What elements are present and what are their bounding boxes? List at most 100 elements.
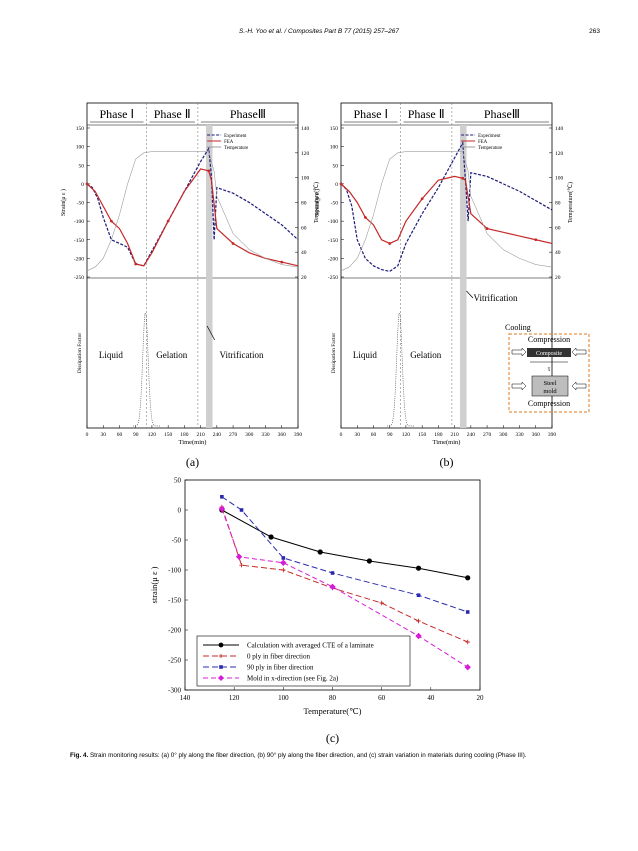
caption-text: Strain monitoring results: (a) 0° ply al… — [88, 752, 527, 759]
legend-entry: Experiment — [224, 134, 247, 139]
legend-marker — [219, 654, 223, 658]
label-vitrification: Vitrification — [220, 350, 264, 360]
marker-square — [239, 508, 244, 512]
fea-marker — [134, 262, 138, 266]
y2-tick-label: 60 — [301, 225, 307, 231]
marker-square — [220, 495, 224, 499]
y2-tick-label: 140 — [301, 126, 310, 132]
inset-cooling: Cooling — [505, 323, 531, 332]
series-experiment — [340, 140, 553, 273]
legend-entry: FEA — [224, 140, 234, 145]
x-tick-label: 0 — [86, 432, 89, 438]
inset-arrow-left — [511, 347, 527, 357]
series-temperature — [86, 151, 299, 272]
x-tick-label: 150 — [164, 432, 173, 438]
x-tick-label: 180 — [180, 432, 189, 438]
marker-diamond — [329, 583, 336, 590]
y2-tick-label: 40 — [555, 250, 561, 256]
legend-entry: Temperature — [478, 146, 502, 151]
y2-tick-label: 60 — [555, 225, 561, 231]
panel-label: (b) — [440, 455, 454, 469]
x-tick-label: 60 — [371, 432, 377, 438]
y-tick-label: -100 — [168, 567, 181, 575]
x-tick-label: 30 — [100, 432, 106, 438]
vitrification-arrow — [466, 290, 474, 299]
marker-diamond — [280, 559, 287, 566]
marker-plus — [416, 618, 421, 624]
phase-label: Phase Ⅱ — [154, 107, 191, 121]
x-tick-label: 240 — [467, 432, 476, 438]
y-tick-label: -250 — [328, 275, 338, 281]
fea-marker — [231, 242, 235, 245]
caption-lead: Fig. 4. — [70, 752, 89, 759]
vitrification-arrow — [206, 325, 215, 341]
legend-entry: Calculation with averaged CTE of a lamin… — [247, 642, 374, 650]
marker-diamond — [464, 664, 471, 671]
marker-plus — [465, 639, 470, 645]
x-tick-label: 90 — [133, 432, 139, 438]
x-tick-label: 300 — [245, 432, 254, 438]
marker-square — [416, 593, 421, 597]
marker-circle — [415, 565, 422, 571]
figure-caption: Fig. 4. Strain monitoring results: (a) 0… — [70, 752, 590, 759]
series-line — [221, 506, 468, 643]
y-tick-label: 50 — [79, 163, 85, 169]
y-tick-label: -200 — [168, 627, 181, 635]
y2-tick-label: 120 — [301, 151, 310, 157]
y-tick-label: 50 — [333, 163, 339, 169]
y2-tick-label: 80 — [555, 201, 561, 207]
y-tick-label: 0 — [335, 182, 338, 188]
series-line — [221, 509, 468, 579]
panel-b: Phase Ⅰ Phase Ⅱ PhaseⅢ 150 100 50 0 -50 -100 -150… — [314, 102, 590, 469]
phase-label: PhaseⅢ — [484, 107, 520, 121]
inset-composite-label: Composite — [536, 351, 562, 357]
y-tick-label: -150 — [328, 238, 338, 244]
panel-label: (a) — [186, 455, 199, 469]
series-fea — [340, 175, 553, 245]
y-tick-label: 50 — [174, 477, 182, 485]
fea-marker — [363, 216, 367, 219]
legend-marker — [218, 675, 224, 681]
inset-arrow-left2 — [511, 381, 527, 391]
marker-square — [330, 571, 335, 575]
inset-arrow-right2 — [571, 381, 587, 391]
y-tick-label: -250 — [168, 657, 181, 665]
x-tick-label: 30 — [354, 432, 360, 438]
marker-circle — [317, 549, 323, 555]
legend-entry: Temperature — [224, 146, 248, 151]
phase-label: Phase Ⅰ — [353, 107, 388, 121]
x-tick-label: 270 — [483, 432, 492, 438]
x-tick-label: 300 — [499, 432, 508, 438]
x-tick-label: 60 — [378, 694, 386, 702]
y-tick-label: -150 — [74, 238, 84, 244]
x-tick-label: 100 — [278, 694, 289, 702]
y2-tick-label: 140 — [555, 126, 564, 132]
y-axis-label: Strain(μ ε ) — [314, 189, 321, 216]
x-tick-label: 60 — [117, 432, 123, 438]
y2-tick-label: 80 — [301, 201, 307, 207]
x-tick-label: 40 — [427, 694, 435, 702]
y-tick-label: -100 — [328, 219, 338, 225]
marker-square — [465, 610, 470, 614]
marker-plus — [379, 600, 384, 606]
fea-marker — [85, 182, 89, 186]
fea-marker — [485, 227, 489, 230]
y2-tick-label: 40 — [301, 250, 307, 256]
inset-compression-top: Compression — [528, 335, 570, 344]
y-tick-label: -200 — [74, 256, 84, 262]
fea-marker — [461, 176, 465, 180]
fea-marker — [388, 242, 392, 245]
fea-marker — [166, 219, 170, 223]
fea-marker — [280, 260, 284, 264]
dissipation-axis-label: Dissipation Factor — [77, 333, 83, 374]
phase-label: Phase Ⅰ — [99, 107, 134, 121]
legend-entry: Experiment — [478, 134, 501, 139]
x-tick-label: 20 — [477, 694, 485, 702]
legend-entry: Mold in x-direction (see Fig. 2a) — [247, 675, 339, 683]
inset-tau: τ — [548, 365, 551, 373]
series-fea — [86, 168, 299, 267]
y2-tick-label: 120 — [555, 151, 564, 157]
marker-plus — [239, 563, 244, 568]
marker-diamond — [235, 553, 243, 560]
